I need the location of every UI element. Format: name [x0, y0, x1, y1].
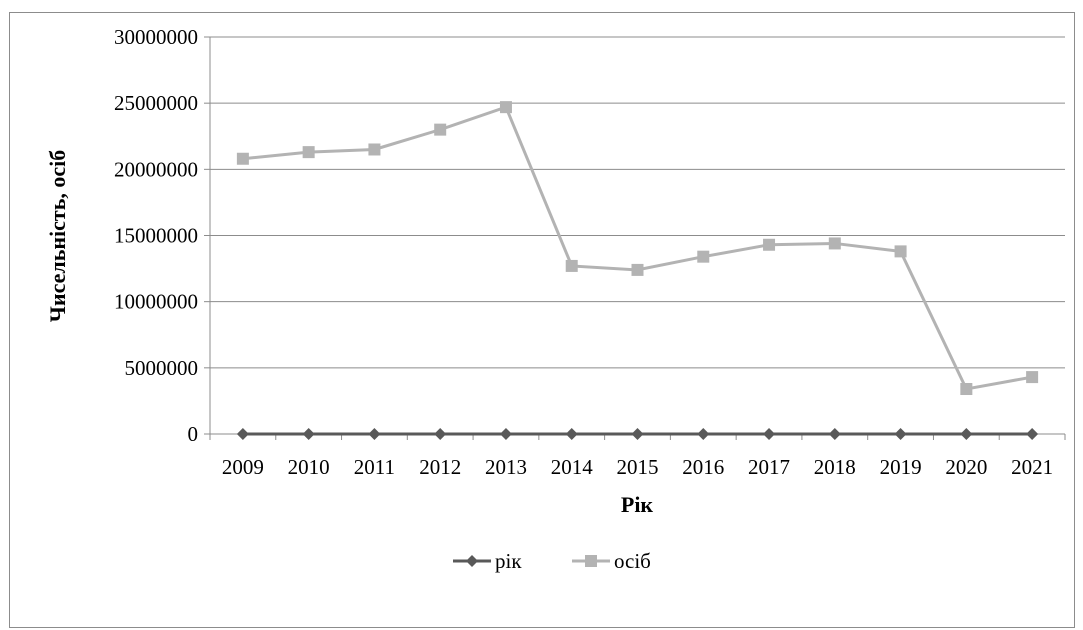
x-axis-ticks: 2009 2010 2011 2012 2013 2014 2015 2016 2017 2018… — [222, 455, 1053, 479]
x-tick-label: 2009 — [222, 455, 264, 479]
x-tick-label: 2020 — [945, 455, 987, 479]
chart-frame — [9, 12, 1075, 628]
series-1-marker — [828, 427, 841, 440]
x-tick-label: 2013 — [485, 455, 527, 479]
series-1-marker — [697, 427, 710, 440]
series-1-marker — [1026, 427, 1039, 440]
series-2-marker — [828, 237, 841, 250]
series-1 — [236, 427, 1039, 440]
y-axis-title: Чисельність, осіб — [45, 150, 70, 322]
legend-swatch-marker — [585, 555, 597, 567]
x-tick-label: 2021 — [1011, 455, 1053, 479]
series-2-marker — [236, 152, 249, 165]
y-tick-label: 30000000 — [114, 25, 198, 49]
legend-label: осіб — [614, 549, 651, 573]
y-tick-label: 0 — [188, 422, 199, 446]
axes — [204, 36, 1066, 440]
legend-swatch-marker — [466, 555, 478, 567]
series-2-marker — [434, 123, 447, 136]
series-group — [236, 101, 1039, 440]
x-tick-label: 2014 — [551, 455, 594, 479]
legend-label: рік — [495, 549, 522, 573]
series-1-marker — [894, 427, 907, 440]
series-2-marker — [565, 259, 578, 272]
series-1-marker — [565, 427, 578, 440]
series-1-marker — [368, 427, 381, 440]
legend-entry-1: рік — [453, 549, 522, 573]
series-1-marker — [960, 427, 973, 440]
series-2-marker — [960, 383, 973, 396]
series-1-marker — [763, 427, 776, 440]
x-tick-label: 2019 — [880, 455, 922, 479]
series-2-marker — [894, 245, 907, 258]
series-1-marker — [236, 427, 249, 440]
legend-entry-2: осіб — [572, 549, 651, 573]
series-1-marker — [499, 427, 512, 440]
series-2-marker — [763, 238, 776, 251]
x-axis-title: Рік — [621, 492, 654, 517]
series-2-marker — [697, 250, 710, 263]
series-2-line — [242, 105, 1033, 391]
y-tick-label: 10000000 — [114, 290, 198, 314]
y-tick-label: 25000000 — [114, 91, 198, 115]
series-2 — [236, 101, 1039, 396]
y-tick-label: 15000000 — [114, 224, 198, 248]
series-2-marker — [499, 101, 512, 114]
x-tick-label: 2017 — [748, 455, 790, 479]
x-tick-label: 2012 — [419, 455, 461, 479]
y-axis-ticks: 0 5000000 10000000 15000000 20000000 25000000… — [114, 25, 198, 446]
series-2-marker — [631, 263, 644, 276]
series-1-marker — [631, 427, 644, 440]
x-tick-label: 2011 — [354, 455, 395, 479]
x-tick-label: 2010 — [288, 455, 330, 479]
y-tick-label: 5000000 — [125, 356, 199, 380]
x-tick-label: 2015 — [617, 455, 659, 479]
y-tick-label: 20000000 — [114, 157, 198, 181]
series-2-marker — [302, 146, 315, 159]
legend: рік осіб — [453, 549, 651, 573]
x-tick-label: 2018 — [814, 455, 856, 479]
series-1-marker — [302, 427, 315, 440]
series-1-marker — [434, 427, 447, 440]
x-tick-label: 2016 — [682, 455, 724, 479]
gridlines — [210, 36, 1065, 369]
series-2-marker — [368, 143, 381, 156]
series-2-marker — [1026, 371, 1039, 384]
